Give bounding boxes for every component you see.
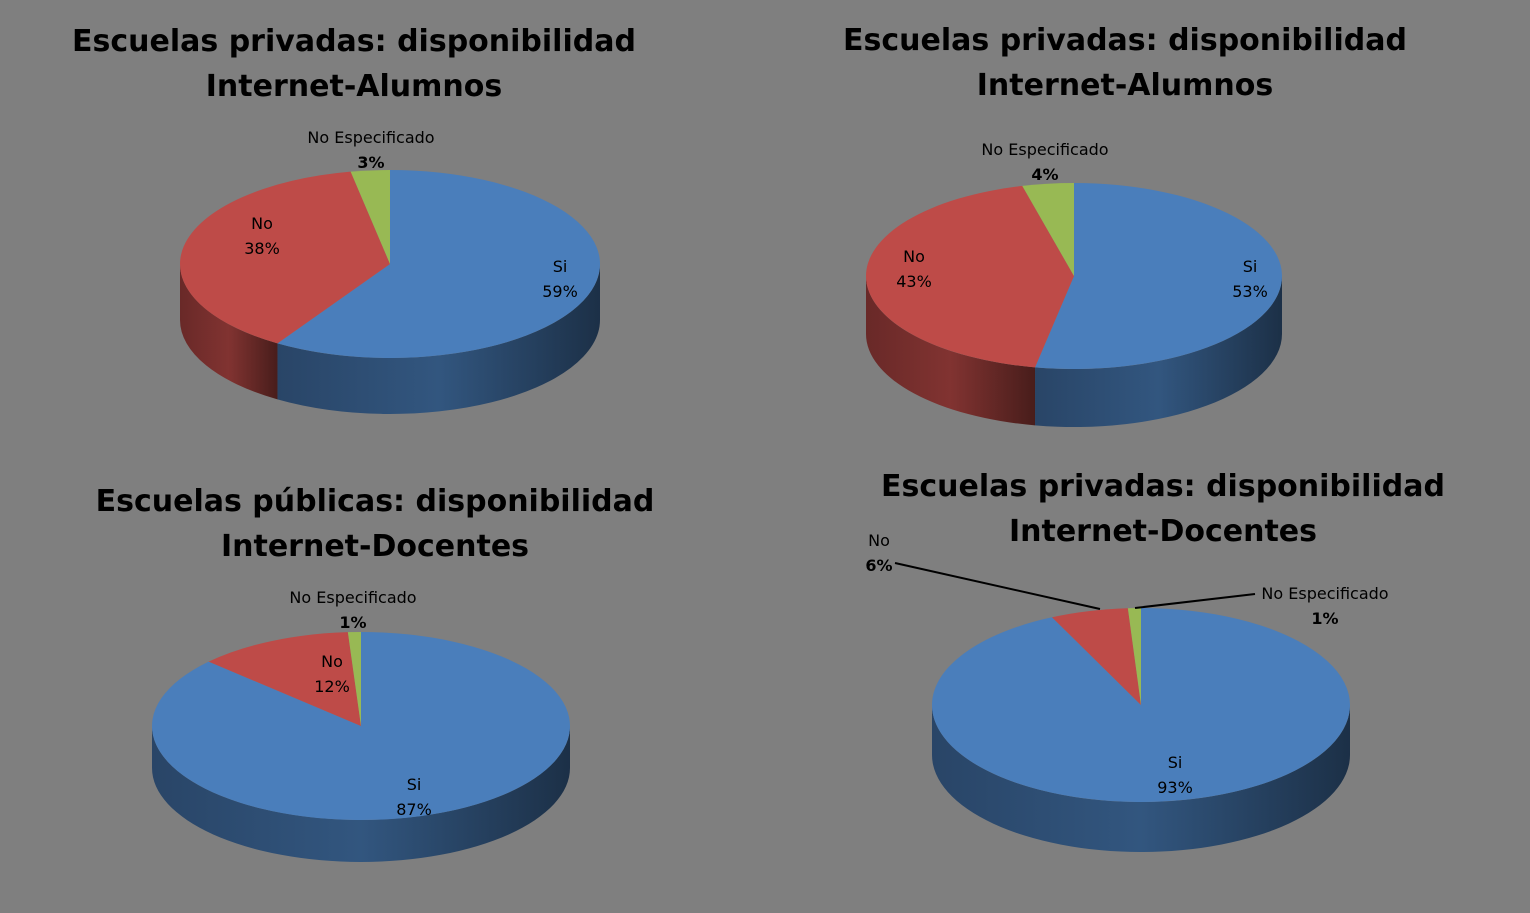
chart-4-label-no-especificado-category: No Especificado [1261, 584, 1388, 603]
pie-chart-3: Si 87% No 12% No Especificado 1% [152, 588, 571, 862]
chart-3-label-no-especificado-category: No Especificado [289, 588, 416, 607]
chart-3-label-no-value: 12% [314, 677, 350, 696]
chart-1-title-line-2: Internet-Alumnos [205, 69, 503, 104]
chart-2-label-no-especificado-category: No Especificado [981, 140, 1108, 159]
chart-4-title-line-2: Internet-Docentes [1008, 514, 1318, 549]
chart-2-label-no-especificado-value: 4% [1031, 165, 1058, 184]
chart-4-slice-si [931, 608, 1350, 802]
chart-3-slice-no-especificado [347, 632, 361, 726]
chart-4-title-line-1: Escuelas privadas: disponibilidad [881, 469, 1445, 504]
chart-4-slice-no [1052, 608, 1141, 705]
chart-2-label-si-category: Si [1243, 257, 1258, 276]
chart-4-label-si-value: 93% [1157, 778, 1193, 797]
chart-3-label-no-especificado-value: 1% [339, 613, 366, 632]
chart-2-title: Escuelas privadas: disponibilidad Intern… [843, 18, 1407, 108]
chart-1-title-line-1: Escuelas privadas: disponibilidad [72, 24, 636, 59]
chart-4-label-no-value: 6% [865, 556, 892, 575]
chart-1-label-si-category: Si [553, 257, 568, 276]
pie-chart-2: Si 53% No 43% No Especificado 4% [865, 140, 1282, 427]
chart-4-title: Escuelas privadas: disponibilidad Intern… [881, 464, 1445, 554]
chart-1-title: Escuelas privadas: disponibilidad Intern… [72, 19, 636, 109]
pie-chart-4: Si 93% No 6% No Especificado 1% [865, 531, 1389, 852]
chart-1-label-no-especificado-value: 3% [357, 153, 384, 172]
chart-4-label-no-category: No [868, 531, 890, 550]
chart-2-slice-no [865, 185, 1074, 368]
chart-2-title-line-1: Escuelas privadas: disponibilidad [843, 23, 1407, 58]
chart-3-slice-no [208, 632, 361, 726]
chart-2-slice-side-si [1035, 276, 1282, 427]
chart-3-label-no-category: No [321, 652, 343, 671]
chart-2-slice-no-especificado [1022, 183, 1074, 276]
chart-3-title: Escuelas públicas: disponibilidad Intern… [96, 479, 655, 569]
chart-1-label-si-value: 59% [542, 282, 578, 301]
chart-4-label-si-category: Si [1168, 753, 1183, 772]
chart-1-slice-si [277, 170, 600, 358]
chart-4-label-no-especificado-value: 1% [1311, 609, 1338, 628]
chart-2-slice-si [1035, 183, 1282, 369]
chart-3-slice-si [152, 631, 571, 820]
chart-2-title-line-2: Internet-Alumnos [976, 68, 1274, 103]
chart-4-leader-no [894, 562, 1101, 610]
pie-chart-1: Si 59% No 38% No Especificado 3% [180, 128, 600, 414]
chart-2-label-no-value: 43% [896, 272, 932, 291]
chart-3-title-line-1: Escuelas públicas: disponibilidad [95, 484, 655, 519]
chart-1-slice-no [180, 171, 390, 344]
chart-3-title-line-2: Internet-Docentes [220, 529, 530, 564]
chart-1-label-no-category: No [251, 214, 273, 233]
chart-2-label-si-value: 53% [1232, 282, 1268, 301]
chart-3-label-si-value: 87% [396, 800, 432, 819]
chart-1-slice-no-especificado [350, 170, 390, 264]
chart-4-leader-no-especificado [1134, 593, 1256, 609]
chart-2-label-no-category: No [903, 247, 925, 266]
chart-1-slice-side-no [180, 264, 278, 400]
chart-4-slice-no-especificado [1127, 608, 1141, 705]
chart-2-slice-side-no [866, 276, 1036, 426]
chart-4-slice-side-si [932, 705, 1350, 852]
chart-3-label-si-category: Si [407, 775, 422, 794]
chart-1-label-no-especificado-category: No Especificado [307, 128, 434, 147]
chart-1-slice-side-si [277, 264, 600, 414]
chart-3-slice-side-si [152, 726, 570, 862]
chart-1-label-no-value: 38% [244, 239, 280, 258]
